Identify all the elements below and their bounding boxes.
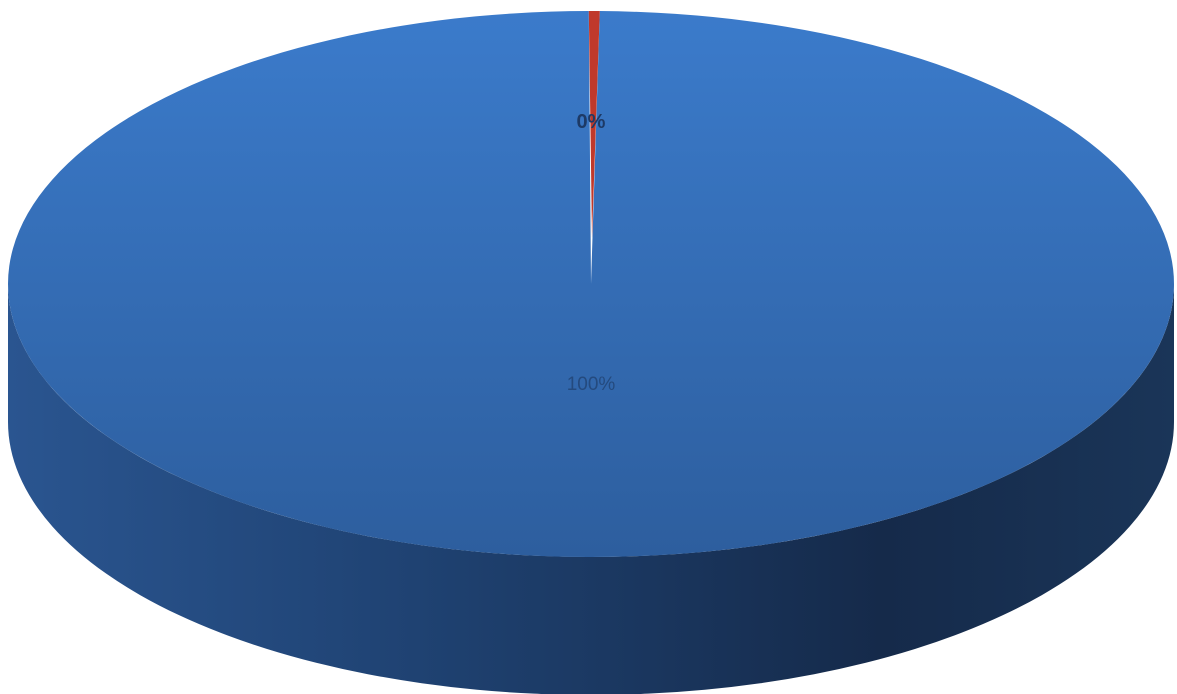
pie-top-surface	[7, 11, 1174, 557]
pie-slice-small[interactable]	[588, 11, 600, 239]
pie-side-wall-shape	[8, 284, 1174, 694]
pie-label-large: 100%	[567, 374, 616, 395]
pie-slice-large[interactable]	[7, 11, 1174, 557]
pie-label-layer: 0% 100%	[567, 111, 616, 395]
pie-side-wall	[8, 284, 1174, 694]
pie-label-small: 0%	[577, 111, 606, 133]
